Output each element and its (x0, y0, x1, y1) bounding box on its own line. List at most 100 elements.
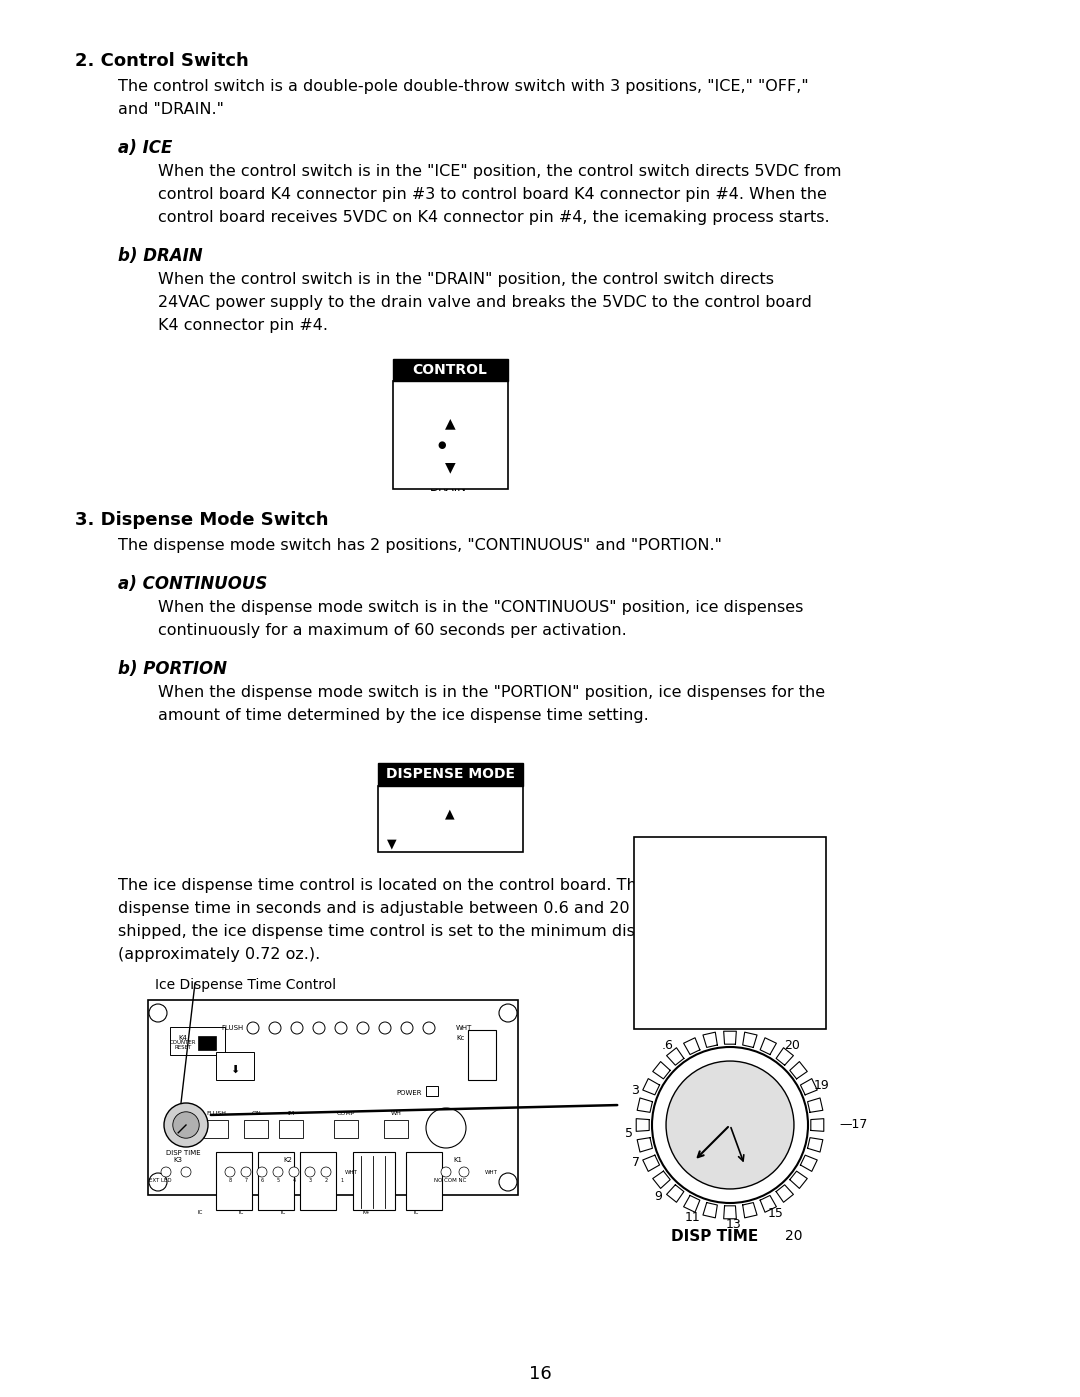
Polygon shape (637, 1137, 652, 1153)
Text: 7: 7 (244, 1178, 247, 1183)
Bar (279, 1120, 303, 1139)
Polygon shape (808, 1137, 823, 1153)
Text: When the control switch is in the "ICE" position, the control switch directs 5VD: When the control switch is in the "ICE" … (158, 163, 841, 179)
Text: 13: 13 (726, 1218, 741, 1231)
Polygon shape (800, 1155, 818, 1172)
Text: FLUSH: FLUSH (206, 1111, 226, 1116)
Text: control board receives 5VDC on K4 connector pin #4, the icemaking process starts: control board receives 5VDC on K4 connec… (158, 210, 829, 225)
Text: K4: K4 (178, 1035, 188, 1041)
Text: ⬇: ⬇ (230, 1065, 240, 1076)
Text: 3. Dispense Mode Switch: 3. Dispense Mode Switch (75, 511, 328, 529)
Circle shape (305, 1166, 315, 1178)
Polygon shape (637, 1098, 652, 1112)
Circle shape (161, 1166, 171, 1178)
Polygon shape (800, 1078, 818, 1095)
Circle shape (149, 1173, 167, 1192)
Text: ▼: ▼ (445, 460, 456, 474)
Text: 5: 5 (276, 1178, 280, 1183)
Bar (244, 1120, 268, 1139)
Text: dispense time in seconds and is adjustable between 0.6 and 20 seconds. When: dispense time in seconds and is adjustab… (118, 901, 757, 916)
Bar (300, 1153, 336, 1210)
Circle shape (321, 1166, 330, 1178)
Circle shape (335, 1023, 347, 1034)
Text: WHT: WHT (345, 1169, 357, 1175)
Text: WHT: WHT (485, 1169, 498, 1175)
Text: K2: K2 (284, 1157, 293, 1162)
Text: 1: 1 (340, 1178, 343, 1183)
Polygon shape (703, 1203, 717, 1218)
Text: When the dispense mode switch is in the "CONTINUOUS" position, ice dispenses: When the dispense mode switch is in the … (158, 599, 804, 615)
Text: DISP TIME: DISP TIME (672, 1229, 758, 1243)
Text: K4: K4 (363, 1210, 369, 1215)
Bar (634, 837, 826, 1030)
Circle shape (666, 1062, 794, 1189)
Text: FLUSH: FLUSH (221, 1025, 244, 1031)
Circle shape (441, 1166, 451, 1178)
Circle shape (149, 1004, 167, 1023)
Polygon shape (777, 1185, 794, 1203)
Circle shape (247, 1023, 259, 1034)
Polygon shape (636, 1119, 649, 1132)
Text: 16: 16 (528, 1365, 552, 1383)
Text: IC: IC (198, 1210, 203, 1215)
Bar (378, 763, 523, 787)
Text: 11: 11 (685, 1211, 701, 1224)
Text: amount of time determined by the ice dispense time setting.: amount of time determined by the ice dis… (158, 708, 649, 724)
Polygon shape (652, 1171, 671, 1189)
Polygon shape (643, 1078, 660, 1095)
Bar (384, 1120, 408, 1139)
Bar (170, 1027, 225, 1055)
Text: —17: —17 (839, 1119, 867, 1132)
Bar (378, 787, 523, 852)
Circle shape (652, 1046, 808, 1203)
Text: 19: 19 (814, 1080, 829, 1092)
Text: ICE: ICE (430, 400, 449, 412)
Circle shape (269, 1023, 281, 1034)
Circle shape (313, 1023, 325, 1034)
Bar (216, 1153, 252, 1210)
Circle shape (499, 1173, 517, 1192)
Text: 2. Control Switch: 2. Control Switch (75, 52, 248, 70)
Circle shape (173, 1112, 199, 1139)
Text: continuously for a maximum of 60 seconds per activation.: continuously for a maximum of 60 seconds… (158, 623, 626, 638)
Text: Ice Dispense Time Control: Ice Dispense Time Control (156, 978, 336, 992)
Text: When the control switch is in the "DRAIN" position, the control switch directs: When the control switch is in the "DRAIN… (158, 272, 774, 286)
Text: DISP TIME: DISP TIME (166, 1150, 201, 1155)
Text: ON: ON (252, 1111, 261, 1116)
Polygon shape (743, 1032, 757, 1048)
Bar (393, 381, 508, 489)
Text: COMP: COMP (337, 1111, 355, 1116)
Text: a) CONTINUOUS: a) CONTINUOUS (118, 576, 268, 592)
Polygon shape (703, 1032, 717, 1048)
Text: ▲ PORTION: ▲ PORTION (400, 806, 470, 819)
Circle shape (423, 1023, 435, 1034)
Circle shape (273, 1166, 283, 1178)
Text: DISPENSE MODE: DISPENSE MODE (386, 767, 514, 781)
Circle shape (181, 1166, 191, 1178)
Polygon shape (724, 1206, 737, 1218)
Text: EXT LED: EXT LED (149, 1178, 172, 1183)
Text: ▲: ▲ (445, 807, 455, 820)
Polygon shape (777, 1048, 794, 1065)
Text: 2: 2 (324, 1178, 327, 1183)
Text: b) PORTION: b) PORTION (118, 659, 227, 678)
Circle shape (357, 1023, 369, 1034)
Bar (468, 1030, 496, 1080)
Text: OFF: OFF (447, 439, 473, 453)
Polygon shape (666, 1185, 684, 1203)
Polygon shape (789, 1062, 807, 1078)
Text: .6: .6 (662, 1038, 674, 1052)
Polygon shape (743, 1203, 757, 1218)
Circle shape (289, 1166, 299, 1178)
Circle shape (499, 1004, 517, 1023)
Text: IC: IC (414, 1210, 419, 1215)
Bar (148, 1000, 518, 1194)
Text: POWER: POWER (396, 1090, 421, 1097)
Text: 4: 4 (293, 1178, 296, 1183)
Text: WH: WH (391, 1111, 402, 1116)
Circle shape (225, 1166, 235, 1178)
Polygon shape (724, 1031, 737, 1044)
Text: 8: 8 (229, 1178, 231, 1183)
Text: K1: K1 (454, 1157, 462, 1162)
Text: 15: 15 (768, 1207, 783, 1221)
